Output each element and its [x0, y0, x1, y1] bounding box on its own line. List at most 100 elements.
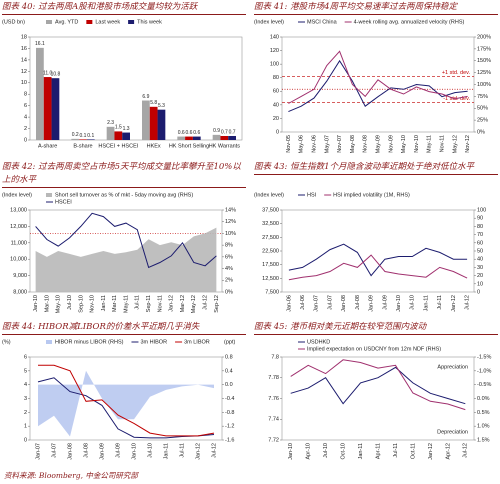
y2-tick-label: 50 — [477, 248, 483, 254]
y-tick-label: 9,000 — [13, 273, 27, 279]
y2-axis-label: (ppt) — [224, 339, 235, 345]
value-label: 5.3 — [158, 103, 165, 109]
y2-tick-label: 1.0% — [477, 424, 490, 430]
line — [288, 243, 468, 277]
x-tick-label: Nov-05 — [286, 135, 292, 153]
y2-tick-label: -1.5% — [477, 354, 491, 360]
chart-title: 图表 44: HIBOR减LIBOR的价差水平近期几乎消失 — [2, 321, 246, 335]
y2-tick-label: 80 — [477, 224, 483, 230]
x-tick-label: May-06 — [299, 135, 305, 153]
y-tick-label: 12 — [21, 69, 27, 75]
x-tick-label: HK Short Selling — [169, 143, 209, 149]
value-label: 1.5 — [115, 125, 122, 131]
y-tick-label: 3 — [24, 396, 27, 402]
y2-tick-label: 30 — [477, 265, 483, 271]
y-tick-label: 4 — [24, 382, 27, 388]
y-tick-label: 0 — [24, 137, 27, 143]
line — [288, 50, 468, 104]
x-tick-label: May-10 — [401, 135, 407, 153]
x-tick-label: Jan-10 — [131, 443, 137, 460]
legend-label: 3m LIBOR — [184, 339, 210, 345]
x-tick-label: Jan-07 — [35, 443, 41, 460]
y2-tick-label: 14% — [225, 207, 236, 213]
x-tick-label: Jul-12 — [203, 295, 209, 310]
bar — [79, 139, 87, 140]
x-tick-label: Jul-08 — [83, 443, 89, 458]
bar — [51, 78, 60, 140]
legend-label: HIBOR minus LIBOR (RHS) — [55, 339, 124, 345]
y2-tick-label: 0% — [477, 129, 485, 135]
legend-swatch — [46, 193, 52, 197]
plot-frame — [281, 209, 475, 293]
bar — [212, 134, 221, 140]
x-tick-label: May-11 — [123, 295, 129, 313]
x-tick-label: Jan-11 — [101, 295, 107, 311]
x-tick-label: Jan-10 — [33, 295, 39, 312]
x-tick-label: Jul-10 — [147, 443, 153, 458]
y-tick-label: 8 — [24, 92, 27, 98]
y-tick-label: 10,000 — [10, 257, 27, 263]
x-tick-label: Nov-10 — [90, 295, 96, 313]
line — [290, 366, 466, 405]
legend-swatch — [86, 20, 93, 24]
y-tick-label: 18 — [21, 34, 27, 40]
y-tick-label: 100 — [270, 62, 279, 68]
y-tick-label: 7.72 — [268, 437, 279, 443]
value-label: 1.3 — [123, 126, 130, 132]
bar — [142, 100, 150, 140]
y-tick-label: 6 — [24, 354, 27, 360]
x-tick-label: Jan-11 — [358, 443, 364, 459]
x-tick-label: May-11 — [427, 135, 433, 153]
legend-label: 3m HIBOR — [140, 339, 167, 345]
y-tick-label: 11,000 — [11, 240, 27, 246]
y2-tick-label: 150% — [477, 58, 491, 64]
x-tick-label: Nov-07 — [337, 135, 343, 153]
x-tick-label: May-09 — [375, 135, 381, 153]
x-tick-label: Jan-06 — [286, 295, 292, 312]
x-tick-label: Sep-12 — [214, 295, 220, 313]
x-tick-label: May-08 — [350, 135, 356, 153]
y2-tick-label: 10 — [477, 281, 483, 287]
y-tick-label: 8,000 — [13, 289, 27, 295]
area — [35, 227, 217, 292]
y-tick-label: 10 — [21, 80, 27, 86]
y2-tick-label: -1.6 — [225, 437, 234, 443]
x-tick-label: Jul-11 — [135, 295, 141, 310]
x-tick-label: May-07 — [324, 135, 330, 153]
y-axis-label: (%) — [2, 339, 11, 345]
x-tick-label: Jan-12 — [428, 443, 434, 460]
value-label: 11.0 — [43, 70, 53, 76]
y-tick-label: 37,500 — [262, 207, 279, 213]
value-label: 0.6 — [178, 130, 185, 136]
y-tick-label: 120 — [270, 48, 279, 54]
x-tick-label: Jan-10 — [288, 443, 294, 460]
x-tick-label: Jan-09 — [369, 295, 375, 312]
value-label: 16.1 — [35, 41, 45, 47]
y2-tick-label: -1.2 — [225, 424, 234, 430]
x-tick-label: Jul-09 — [382, 295, 388, 310]
x-tick-label: Jul-11 — [179, 443, 185, 458]
chart-title: 图表 43: 恒生指数1个月隐含波动率近期处于绝对低位水平 — [254, 161, 498, 175]
plot-frame — [29, 36, 243, 141]
plot-frame — [281, 36, 475, 133]
chart-title: 图表 40: 过去两周A股和港股市场成交量均较为活跃 — [2, 1, 246, 15]
y-axis-label: (USD bn) — [2, 19, 25, 25]
chart-title: 图表 41: 港股市场4周平均交易速率过去两周保持稳定 — [254, 1, 498, 15]
x-tick-label: Mar-11 — [112, 295, 118, 312]
y2-tick-label: 70 — [477, 232, 483, 238]
x-tick-label: Oct-10 — [341, 443, 347, 460]
bar — [36, 47, 44, 140]
y2-tick-label: -0.5% — [477, 382, 491, 388]
y-tick-label: 140 — [270, 34, 279, 40]
legend-label: HSCEI — [55, 199, 72, 205]
x-tick-label: Jul-09 — [115, 443, 121, 458]
legend-swatch — [46, 20, 52, 24]
chart-title: 图表 42: 过去两周卖空占市场5天平均成交量比率攀升至10%以上的水平 — [2, 161, 246, 188]
y2-tick-label: 0.0% — [477, 396, 490, 402]
y2-tick-label: 0% — [225, 289, 233, 295]
legend-label: MSCI China — [307, 19, 338, 25]
x-tick-label: Jan-12 — [169, 295, 175, 312]
y-tick-label: 6 — [24, 103, 27, 109]
